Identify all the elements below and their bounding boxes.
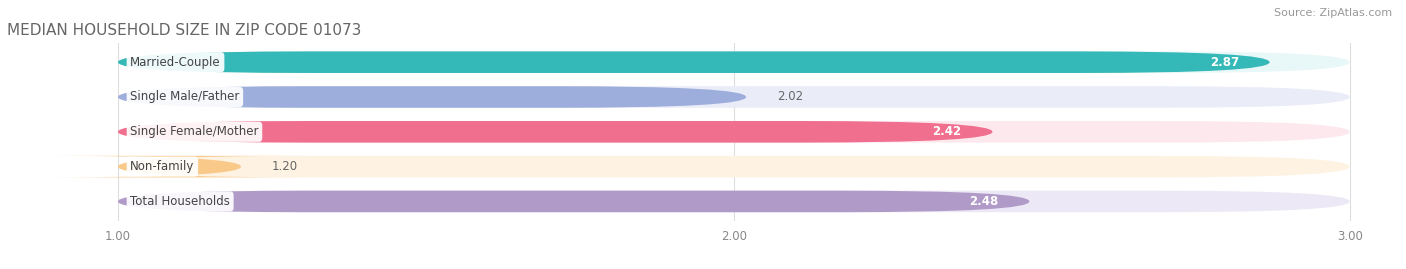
Text: Single Female/Mother: Single Female/Mother: [131, 125, 259, 138]
Text: 2.02: 2.02: [778, 90, 803, 104]
FancyBboxPatch shape: [118, 51, 1350, 73]
Text: Total Households: Total Households: [131, 195, 231, 208]
FancyBboxPatch shape: [118, 121, 1350, 143]
Text: Source: ZipAtlas.com: Source: ZipAtlas.com: [1274, 8, 1392, 18]
FancyBboxPatch shape: [118, 156, 1350, 178]
FancyBboxPatch shape: [118, 121, 993, 143]
Text: 2.48: 2.48: [969, 195, 998, 208]
FancyBboxPatch shape: [118, 86, 1350, 108]
Text: Married-Couple: Married-Couple: [131, 56, 221, 69]
Text: 2.87: 2.87: [1209, 56, 1239, 69]
Text: 1.20: 1.20: [271, 160, 298, 173]
FancyBboxPatch shape: [118, 191, 1029, 212]
Text: Single Male/Father: Single Male/Father: [131, 90, 239, 104]
Text: MEDIAN HOUSEHOLD SIZE IN ZIP CODE 01073: MEDIAN HOUSEHOLD SIZE IN ZIP CODE 01073: [7, 23, 361, 38]
FancyBboxPatch shape: [118, 191, 1350, 212]
FancyBboxPatch shape: [118, 86, 747, 108]
Text: 2.42: 2.42: [932, 125, 962, 138]
FancyBboxPatch shape: [118, 51, 1270, 73]
Text: Non-family: Non-family: [131, 160, 194, 173]
FancyBboxPatch shape: [51, 156, 309, 178]
